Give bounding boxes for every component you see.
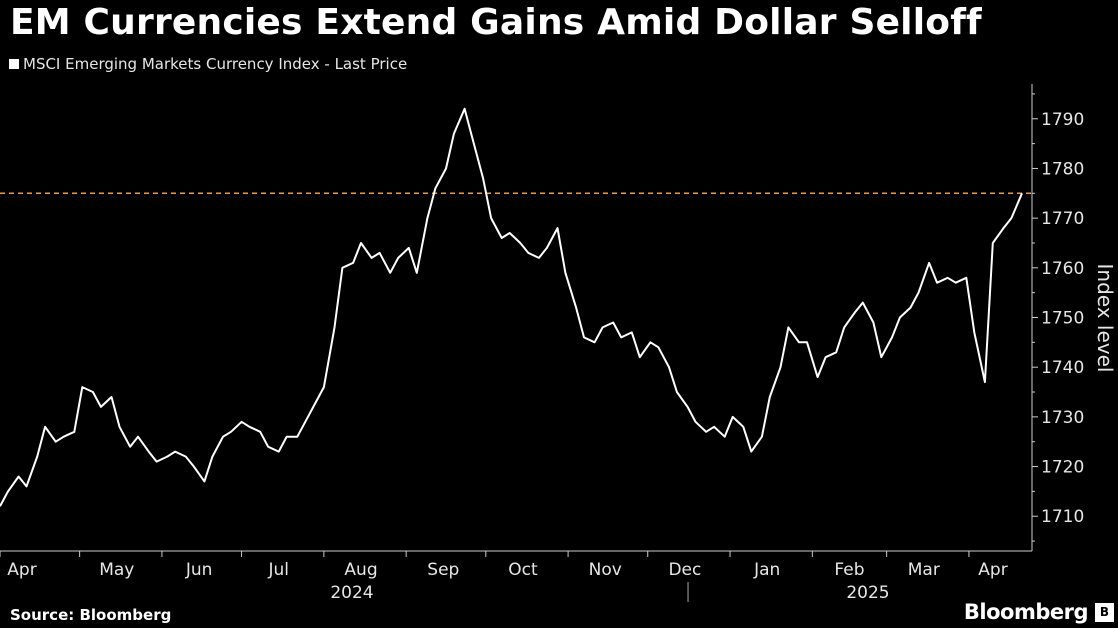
source-note: Source: Bloomberg xyxy=(10,606,172,624)
x-tick-label: Feb xyxy=(834,560,864,580)
y-tick-label: 1760 xyxy=(1041,259,1084,279)
x-tick-label: Apr xyxy=(7,560,36,580)
x-tick-label: Jan xyxy=(753,560,780,580)
y-tick-label: 1780 xyxy=(1041,159,1084,179)
year-label: 2024 xyxy=(330,583,373,603)
x-tick-label: Oct xyxy=(508,560,538,580)
series-line xyxy=(0,107,1023,507)
y-tick-label: 1710 xyxy=(1041,507,1084,527)
x-tick-label: Jun xyxy=(185,560,213,580)
x-tick-label: May xyxy=(99,560,134,580)
y-tick-label: 1720 xyxy=(1041,458,1084,478)
y-tick-label: 1750 xyxy=(1041,309,1084,329)
legend: MSCI Emerging Markets Currency Index - L… xyxy=(9,55,407,73)
x-tick-label: Dec xyxy=(668,560,701,580)
x-tick-label: Apr xyxy=(978,560,1007,580)
chart-title: EM Currencies Extend Gains Amid Dollar S… xyxy=(10,2,982,43)
x-tick-label: Sep xyxy=(427,560,459,580)
y-axis-title: Index level xyxy=(1093,264,1117,373)
x-tick-label: Aug xyxy=(344,560,377,580)
y-tick-label: 1790 xyxy=(1041,110,1084,130)
year-label: 2025 xyxy=(846,583,889,603)
y-tick-label: 1730 xyxy=(1041,408,1084,428)
y-tick-label: 1770 xyxy=(1041,209,1084,229)
x-tick-label: Mar xyxy=(908,560,940,580)
legend-label: MSCI Emerging Markets Currency Index - L… xyxy=(23,55,408,73)
x-tick-label: Nov xyxy=(589,560,622,580)
brand-mark-icon: B xyxy=(1095,603,1114,622)
brand-logo: Bloomberg xyxy=(963,600,1089,624)
legend-swatch xyxy=(9,59,19,69)
x-tick-label: Jul xyxy=(267,560,289,580)
y-tick-label: 1740 xyxy=(1041,358,1084,378)
